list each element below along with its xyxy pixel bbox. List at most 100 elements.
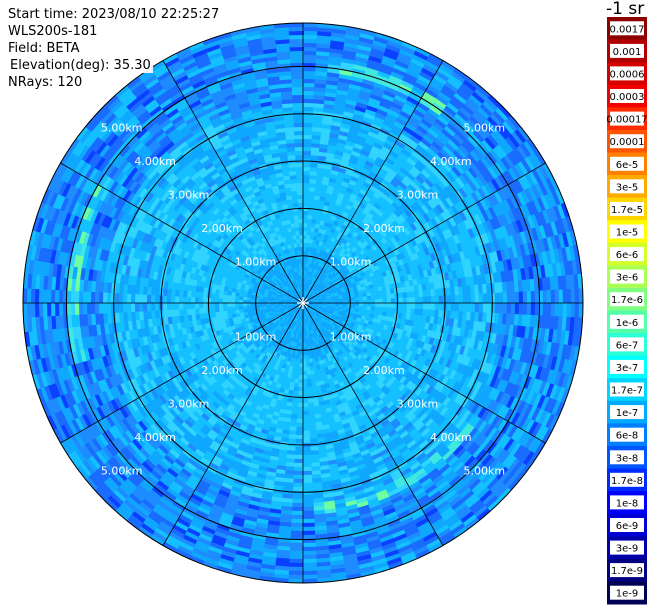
ppi-gate-cell	[408, 168, 419, 179]
ppi-gate-cell	[325, 277, 331, 282]
ppi-gate-cell	[377, 185, 387, 194]
ppi-gate-cell	[390, 179, 400, 189]
ppi-gate-cell	[425, 131, 438, 142]
ppi-gate-cell	[401, 178, 411, 188]
ppi-gate-cell	[357, 44, 373, 53]
ppi-gate-cell	[305, 296, 309, 300]
ppi-gate-cell	[418, 121, 431, 132]
ppi-gate-cell	[392, 176, 402, 186]
ppi-gate-cell	[420, 168, 432, 179]
ppi-gate-cell	[477, 106, 491, 120]
ppi-gate-cell	[426, 211, 435, 221]
ppi-gate-cell	[433, 73, 448, 86]
ppi-gate-cell	[309, 279, 312, 285]
ppi-gate-cell	[383, 175, 394, 184]
ppi-gate-cell	[361, 208, 370, 216]
ppi-gate-cell	[407, 183, 417, 194]
ppi-gate-cell	[356, 135, 367, 143]
ppi-gate-cell	[363, 74, 377, 83]
ppi-gate-cell	[313, 282, 318, 287]
ppi-gate-cell	[376, 108, 389, 117]
ppi-gate-cell	[420, 118, 434, 129]
ppi-gate-cell	[303, 70, 317, 76]
ppi-gate-cell	[387, 214, 396, 224]
ppi-gate-cell	[389, 105, 403, 115]
ppi-gate-cell	[464, 182, 475, 195]
ppi-gate-cell	[304, 286, 306, 292]
ppi-gate-cell	[451, 192, 462, 204]
ppi-gate-cell	[305, 242, 310, 248]
ppi-gate-cell	[455, 130, 469, 143]
ppi-gate-cell	[370, 167, 380, 176]
ppi-gate-cell	[475, 127, 489, 141]
ppi-gate-cell	[311, 218, 317, 224]
ppi-gate-cell	[410, 88, 425, 100]
ppi-gate-cell	[390, 212, 399, 221]
ppi-gate-cell	[395, 117, 408, 127]
ppi-gate-cell	[410, 57, 426, 69]
ppi-gate-cell	[361, 82, 375, 91]
ppi-gate-cell	[506, 152, 519, 167]
ppi-gate-cell	[351, 189, 360, 197]
ppi-gate-cell	[314, 82, 327, 89]
ppi-gate-cell	[346, 303, 352, 306]
ppi-gate-cell	[317, 163, 326, 169]
ppi-gate-cell	[486, 151, 499, 165]
ppi-gate-cell	[381, 163, 391, 173]
ppi-gate-cell	[306, 297, 310, 301]
ppi-gate-cell	[321, 267, 326, 273]
ppi-gate-cell	[364, 70, 379, 79]
ppi-gate-cell	[474, 109, 488, 123]
ppi-gate-cell	[312, 114, 324, 121]
ppi-gate-cell	[419, 70, 435, 82]
ppi-gate-cell	[396, 184, 406, 194]
ppi-gate-cell	[348, 83, 362, 91]
ppi-gate-cell	[489, 149, 502, 163]
ppi-gate-cell	[376, 134, 388, 143]
ppi-gate-cell	[393, 143, 405, 153]
ppi-gate-cell	[308, 194, 315, 200]
ppi-gate-cell	[478, 124, 492, 138]
ppi-gate-cell	[406, 297, 412, 304]
ppi-gate-cell	[422, 63, 439, 75]
ppi-gate-cell	[393, 120, 406, 131]
ppi-gate-cell	[461, 185, 472, 197]
ppi-gate-cell	[302, 398, 309, 404]
ppi-gate-cell	[421, 94, 435, 106]
ppi-gate-cell	[309, 275, 312, 281]
ppi-gate-cell	[501, 139, 515, 154]
ppi-gate-cell	[356, 160, 366, 168]
ppi-gate-cell	[413, 147, 425, 158]
ppi-gate-cell	[310, 222, 316, 228]
ppi-gate-cell	[303, 46, 318, 52]
ppi-gate-cell	[383, 234, 392, 243]
ppi-gate-cell	[307, 258, 311, 264]
ppi-gate-cell	[309, 166, 318, 172]
ppi-gate-cell	[353, 59, 369, 68]
ppi-gate-cell	[408, 61, 425, 72]
ppi-gate-cell	[303, 130, 313, 136]
ppi-gate-cell	[316, 269, 320, 275]
ppi-gate-cell	[424, 190, 435, 201]
ppi-gate-cell	[351, 171, 361, 179]
ppi-gate-cell	[316, 215, 322, 221]
ppi-gate-cell	[304, 266, 307, 272]
ppi-gate-cell	[303, 50, 318, 56]
ppi-gate-cell	[306, 297, 311, 301]
ppi-gate-cell	[386, 135, 398, 144]
ppi-gate-cell	[344, 144, 355, 151]
ppi-gate-cell	[313, 287, 317, 292]
ppi-gate-cell	[413, 108, 427, 119]
ppi-gate-cell	[303, 242, 307, 248]
ppi-gate-cell	[439, 189, 450, 201]
ppi-gate-cell	[413, 81, 429, 93]
ppi-gate-cell	[341, 53, 357, 61]
ppi-gate-cell	[422, 134, 435, 145]
ppi-gate-cell	[340, 184, 349, 192]
ppi-gate-cell	[439, 176, 450, 188]
ppi-gate-cell	[384, 116, 397, 126]
ppi-gate-cell	[396, 56, 412, 66]
ppi-gate-cell	[492, 110, 507, 125]
ppi-gate-cell	[379, 62, 395, 72]
ppi-gate-cell	[368, 198, 377, 207]
